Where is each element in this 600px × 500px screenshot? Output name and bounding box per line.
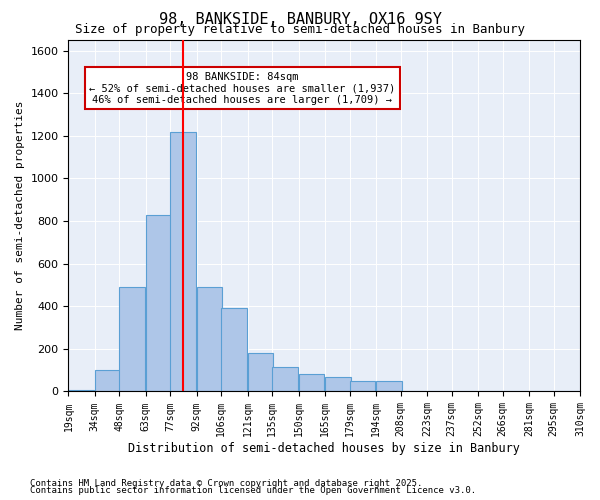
Bar <box>170 132 196 392</box>
Bar <box>146 214 171 392</box>
Text: Contains HM Land Registry data © Crown copyright and database right 2025.: Contains HM Land Registry data © Crown c… <box>30 478 422 488</box>
Bar <box>350 381 375 392</box>
Bar <box>376 381 401 392</box>
Bar <box>119 287 145 392</box>
Y-axis label: Number of semi-detached properties: Number of semi-detached properties <box>15 101 25 330</box>
Bar <box>272 367 298 392</box>
Text: Size of property relative to semi-detached houses in Banbury: Size of property relative to semi-detach… <box>75 22 525 36</box>
Bar <box>248 353 273 392</box>
X-axis label: Distribution of semi-detached houses by size in Banbury: Distribution of semi-detached houses by … <box>128 442 520 455</box>
Bar <box>95 370 120 392</box>
Bar <box>299 374 324 392</box>
Bar <box>221 308 247 392</box>
Text: Contains public sector information licensed under the Open Government Licence v3: Contains public sector information licen… <box>30 486 476 495</box>
Bar <box>68 390 94 392</box>
Text: 98 BANKSIDE: 84sqm
← 52% of semi-detached houses are smaller (1,937)
46% of semi: 98 BANKSIDE: 84sqm ← 52% of semi-detache… <box>89 72 395 105</box>
Bar <box>325 376 350 392</box>
Bar <box>197 287 222 392</box>
Text: 98, BANKSIDE, BANBURY, OX16 9SY: 98, BANKSIDE, BANBURY, OX16 9SY <box>158 12 442 28</box>
